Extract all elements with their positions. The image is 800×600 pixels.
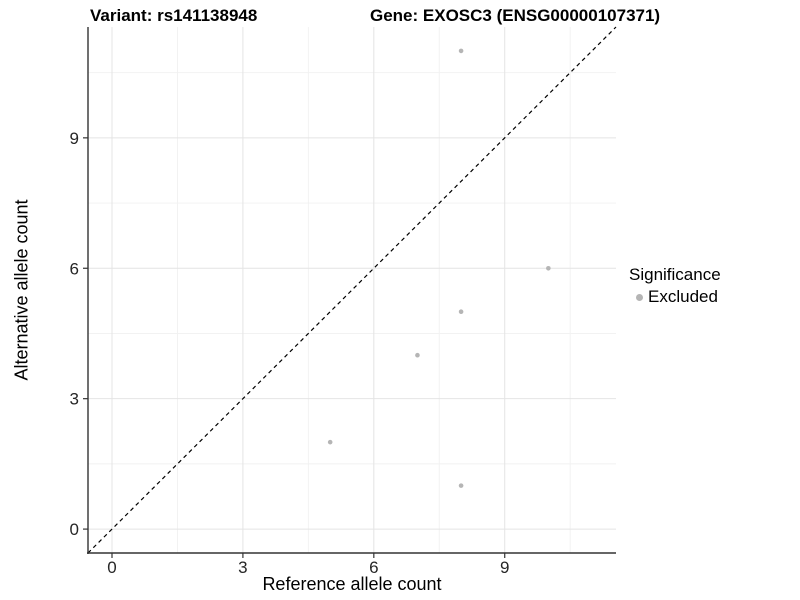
- legend-title: Significance: [629, 265, 721, 284]
- x-tick-label: 0: [107, 558, 116, 577]
- identity-line: [87, 26, 617, 554]
- data-point: [546, 265, 551, 271]
- data-point: [327, 439, 333, 445]
- data-point: [458, 483, 464, 488]
- y-tick-label: 3: [70, 390, 79, 409]
- x-tick-label: 6: [369, 558, 378, 577]
- x-tick-label: 9: [500, 558, 509, 577]
- y-tick-label: 0: [70, 520, 79, 539]
- excluded-point-swatch: [636, 293, 643, 301]
- y-tick-label: 9: [70, 129, 79, 148]
- variant-title: Variant: rs141138948: [90, 6, 258, 25]
- legend-entry-excluded: Excluded: [629, 287, 721, 307]
- data-point: [458, 48, 464, 54]
- y-tick-label: 6: [70, 259, 79, 278]
- legend-entry-label: Excluded: [648, 287, 718, 306]
- x-axis-title: Reference allele count: [262, 574, 442, 594]
- y-axis-title: Alternative allele count: [11, 199, 32, 381]
- data-point: [458, 309, 464, 315]
- data-point: [415, 352, 420, 358]
- x-tick-label: 3: [238, 558, 247, 577]
- legend: Significance Excluded: [629, 265, 721, 307]
- gene-title: Gene: EXOSC3 (ENSG00000107371): [370, 6, 661, 25]
